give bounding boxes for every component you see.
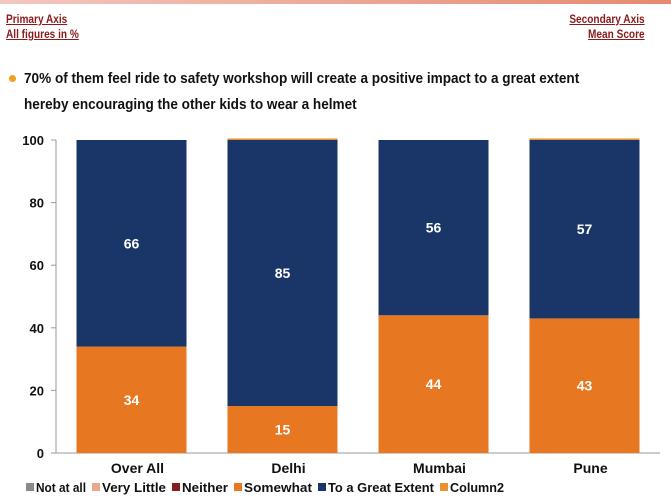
bar-mumbai-somewhat	[378, 315, 489, 453]
data-label-over-all-to-a-great-extent: 66	[124, 235, 140, 251]
legend-marker-neither	[172, 483, 180, 491]
category-label-delhi: Delhi	[271, 460, 305, 476]
legend-label-somewhat: Somewhat	[244, 480, 313, 495]
legend-label-to-a-great-extent: To a Great Extent	[328, 480, 435, 495]
legend-marker-column2	[440, 483, 448, 491]
data-label-delhi-somewhat: 15	[275, 422, 291, 438]
data-label-delhi-to-a-great-extent: 85	[275, 265, 291, 281]
data-label-mumbai-somewhat: 44	[426, 376, 442, 392]
headline: 70% of them feel ride to safety workshop…	[24, 66, 658, 118]
data-label-pune-somewhat: 43	[577, 378, 593, 394]
y-tick-label-40: 40	[30, 321, 44, 336]
bar-pune-column2	[529, 138, 640, 140]
mean-score-label: Mean Score	[588, 27, 645, 41]
bullet-icon	[9, 75, 16, 82]
secondary-axis-label: Secondary Axis	[569, 12, 645, 26]
bar-delhi-to-a-great-extent	[227, 140, 338, 407]
bar-over-all-somewhat	[76, 346, 187, 453]
legend-label-not-at-all: Not at all	[36, 480, 86, 495]
bar-pune-to-a-great-extent	[529, 140, 640, 319]
data-label-mumbai-to-a-great-extent: 56	[426, 220, 442, 236]
headline-line-2: hereby encouraging the other kids to wea…	[24, 96, 357, 113]
y-tick-label-0: 0	[37, 446, 44, 461]
legend-marker-somewhat	[234, 483, 242, 491]
y-tick-label-20: 20	[30, 383, 44, 398]
primary-axis-label: Primary Axis	[6, 12, 68, 26]
legend-label-neither: Neither	[182, 480, 228, 495]
figures-unit-label: All figures in %	[6, 27, 79, 41]
bar-mumbai-to-a-great-extent	[378, 140, 489, 316]
legend-marker-to-a-great-extent	[318, 483, 326, 491]
legend-marker-not-at-all	[26, 483, 34, 491]
category-label-mumbai: Mumbai	[413, 460, 466, 476]
legend-label-very-little: Very Little	[102, 480, 166, 495]
secondary-axis-note: Secondary Axis Mean Score	[570, 12, 645, 42]
y-tick-label-80: 80	[30, 196, 44, 211]
headline-line-1: 70% of them feel ride to safety workshop…	[24, 70, 580, 87]
bar-delhi-column2	[227, 138, 338, 140]
bar-pune-somewhat	[529, 318, 640, 453]
legend-label-column2: Column2	[450, 480, 504, 495]
y-tick-label-60: 60	[30, 258, 44, 273]
data-label-over-all-somewhat: 34	[124, 392, 140, 408]
y-tick-label-100: 100	[22, 133, 44, 148]
bar-over-all-to-a-great-extent	[76, 140, 187, 347]
primary-axis-note: Primary Axis All figures in %	[6, 12, 79, 42]
category-label-over-all: Over All	[111, 460, 164, 476]
top-accent-rule	[0, 0, 671, 4]
category-label-pune: Pune	[573, 460, 607, 476]
data-label-pune-to-a-great-extent: 57	[577, 221, 593, 237]
legend-marker-very-little	[92, 483, 100, 491]
bar-delhi-somewhat	[227, 406, 338, 453]
